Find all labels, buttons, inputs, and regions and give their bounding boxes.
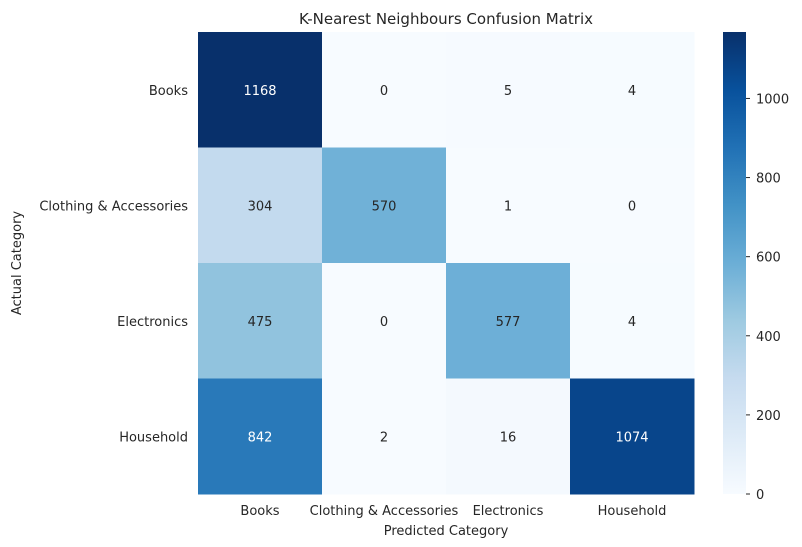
cell-value-label: 0 [380,84,388,99]
x-tick-label: Electronics [473,504,544,519]
heatmap-cell [570,32,695,148]
chart-title: K-Nearest Neighbours Confusion Matrix [299,10,593,28]
colorbar-tick-labels: 0 200 400 600 800 1000 [746,92,789,503]
heatmap-cell [322,378,447,495]
heatmap-cell [322,32,447,148]
cell-value-label: 2 [380,430,388,445]
cell-value-label: 5 [504,84,512,99]
cell-value-label: 4 [628,315,636,330]
cell-value-label: 16 [500,430,517,445]
heatmap-cell [570,378,695,495]
y-tick-label: Household [119,430,188,445]
heatmap-cell [198,32,323,148]
x-tick-label: Books [240,504,279,519]
heatmap-cells [198,32,695,495]
cell-value-label: 0 [380,315,388,330]
y-axis-label: Actual Category [10,211,25,316]
colorbar-tick-label: 0 [756,488,764,503]
heatmap-cell [570,147,695,264]
heatmap-cell [322,147,447,264]
heatmap-cell-labels: 1168 0 5 4 304 570 1 0 475 0 577 4 842 2 16 1074 [243,84,648,446]
heatmap-cell [446,263,571,379]
x-axis-tick-labels: Books Clothing & Accessories Electronics Ho… [240,504,666,519]
cell-value-label: 4 [628,84,636,99]
heatmap-cell [198,378,323,495]
heatmap-cell [198,263,323,379]
cell-value-label: 1074 [615,430,648,445]
colorbar-tick-label: 1000 [756,92,789,107]
heatmap-cell [446,147,571,264]
heatmap-cell [570,263,695,379]
cell-value-label: 475 [248,315,273,330]
colorbar-tick-label: 400 [756,330,781,345]
cell-value-label: 304 [248,199,273,214]
heatmap-cell [446,32,571,148]
cell-value-label: 1168 [243,84,276,99]
y-tick-label: Books [149,84,188,99]
heatmap-cell [446,378,571,495]
colorbar [723,32,746,494]
y-tick-label: Clothing & Accessories [39,199,188,214]
cell-value-label: 1 [504,199,512,214]
cell-value-label: 577 [496,315,521,330]
colorbar-tick-label: 800 [756,172,781,187]
y-axis-tick-labels: Books Clothing & Accessories Electronics Ho… [39,84,188,446]
heatmap-cell [322,263,447,379]
x-tick-label: Household [598,504,667,519]
x-tick-label: Clothing & Accessories [310,504,459,519]
colorbar-tick-label: 600 [756,251,781,266]
cell-value-label: 842 [248,430,273,445]
heatmap-cell [198,147,323,264]
y-tick-label: Electronics [117,315,188,330]
colorbar-tick-label: 200 [756,409,781,424]
cell-value-label: 570 [372,199,397,214]
x-axis-label: Predicted Category [384,524,509,539]
cell-value-label: 0 [628,199,636,214]
